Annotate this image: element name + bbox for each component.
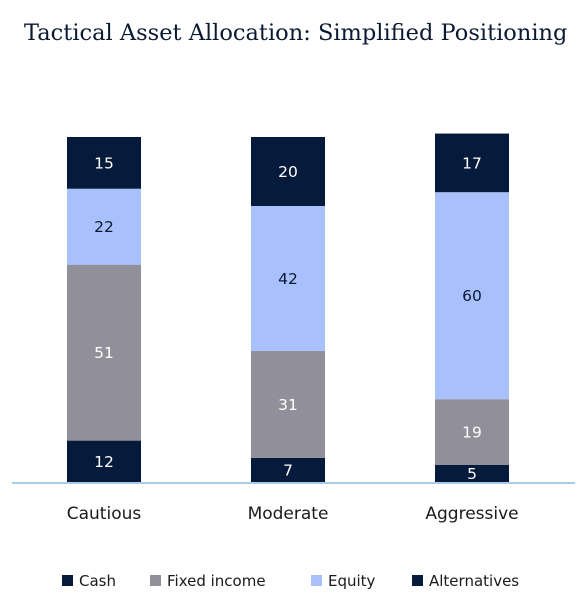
data-label-cautious-alternatives: 15: [94, 154, 114, 172]
bar-segment-moderate-equity: [251, 206, 325, 351]
chart-title: Tactical Asset Allocation: Simplified Po…: [24, 20, 567, 46]
bar-segment-aggressive-equity: [435, 192, 509, 400]
data-label-moderate-fixed-income: 31: [278, 396, 298, 414]
data-label-aggressive-alternatives: 17: [462, 154, 482, 172]
category-label-aggressive: Aggressive: [425, 504, 518, 524]
legend-swatch-fixed-income: [150, 575, 161, 586]
data-label-cautious-fixed-income: 51: [94, 344, 114, 362]
data-label-cautious-cash: 12: [94, 453, 114, 471]
bars-group: 12 51 22 15 7 31 42 20 5 19 60 17: [67, 133, 509, 483]
bar-segment-cautious-fixed-income: [67, 264, 141, 441]
data-label-moderate-equity: 42: [278, 270, 298, 288]
legend-item-cash: Cash: [62, 572, 116, 590]
category-labels: Cautious Moderate Aggressive: [67, 504, 519, 524]
bar-segment-cautious-alternatives: [67, 137, 141, 189]
legend-item-fixed-income: Fixed income: [150, 572, 266, 590]
category-label-cautious: Cautious: [67, 504, 142, 524]
legend-item-equity: Equity: [311, 572, 376, 590]
bar-segment-cautious-cash: [67, 440, 141, 482]
bar-segment-moderate-alternatives: [251, 137, 325, 206]
data-label-aggressive-equity: 60: [462, 287, 482, 305]
bar-segment-aggressive-cash: [435, 464, 509, 482]
legend: Cash Fixed income Equity Alternatives: [62, 572, 519, 590]
legend-swatch-cash: [62, 575, 73, 586]
legend-swatch-alternatives: [412, 575, 423, 586]
legend-swatch-equity: [311, 575, 322, 586]
bar-segment-aggressive-alternatives: [435, 133, 509, 193]
bar-segment-cautious-equity: [67, 188, 141, 265]
data-label-moderate-alternatives: 20: [278, 163, 298, 181]
legend-label-equity: Equity: [328, 572, 376, 590]
data-label-moderate-cash: 7: [283, 461, 293, 479]
legend-label-fixed-income: Fixed income: [167, 572, 266, 590]
legend-item-alternatives: Alternatives: [412, 572, 519, 590]
legend-label-cash: Cash: [79, 572, 116, 590]
bar-segment-moderate-cash: [251, 457, 325, 482]
data-label-aggressive-fixed-income: 19: [462, 423, 482, 441]
data-label-aggressive-cash: 5: [467, 465, 477, 483]
bar-segment-aggressive-fixed-income: [435, 399, 509, 465]
bar-segment-moderate-fixed-income: [251, 350, 325, 458]
data-label-cautious-equity: 22: [94, 218, 114, 236]
legend-label-alternatives: Alternatives: [429, 572, 519, 590]
category-label-moderate: Moderate: [248, 504, 329, 524]
